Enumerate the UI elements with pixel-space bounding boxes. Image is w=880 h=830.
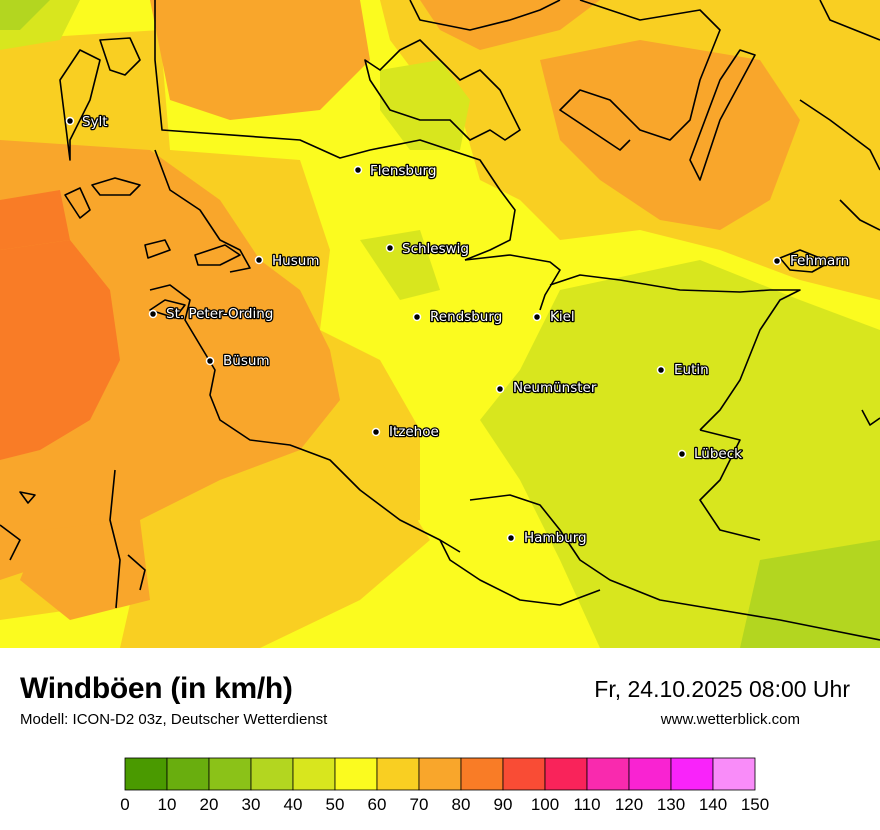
- scale-swatch: [502, 757, 546, 791]
- scale-tick-label: 20: [200, 795, 219, 814]
- city-dot: [353, 165, 363, 175]
- scale-tick-label: 50: [326, 795, 345, 814]
- city-label: Fehmarn: [790, 253, 849, 269]
- scale-swatch: [628, 757, 672, 791]
- city-flensburg[interactable]: Flensburg: [353, 162, 438, 180]
- scale-tick-label: 10: [158, 795, 177, 814]
- city-schleswig[interactable]: Schleswig: [385, 240, 470, 258]
- scale-swatch: [670, 757, 714, 791]
- wind-gust-map[interactable]: Sylt Flensburg Schleswig Husum Fehmarn S…: [0, 0, 880, 648]
- city-eutin[interactable]: Eutin: [656, 361, 710, 379]
- scale-tick-label: 80: [452, 795, 471, 814]
- scale-tick-label: 90: [494, 795, 513, 814]
- scale-tick-label: 40: [284, 795, 303, 814]
- scale-swatch: [334, 757, 378, 791]
- city-dot: [65, 116, 75, 126]
- city-st-peter-ording[interactable]: St. Peter-Ording: [148, 305, 275, 323]
- scale-tick-label: 140: [699, 795, 727, 814]
- city-fehmarn[interactable]: Fehmarn: [772, 252, 850, 270]
- city-neumuenster[interactable]: Neumünster: [495, 379, 598, 397]
- model-source: Modell: ICON-D2 03z, Deutscher Wetterdie…: [20, 711, 328, 728]
- city-label: St. Peter-Ording: [166, 306, 273, 322]
- city-dot: [148, 309, 158, 319]
- map-title: Windböen (in km/h): [20, 672, 293, 705]
- scale-swatch: [292, 757, 336, 791]
- city-label: Sylt: [82, 114, 108, 130]
- city-label: Itzehoe: [389, 424, 439, 440]
- city-label: Neumünster: [513, 380, 597, 396]
- scale-tick-label: 70: [410, 795, 429, 814]
- color-scale-ticks: 0 10 20 30 40 50 60 70 80 90 100 110 120 130 140 150: [120, 795, 769, 814]
- scale-tick-label: 0: [120, 795, 129, 814]
- city-buesum[interactable]: Büsum: [205, 352, 271, 370]
- coastlines: [0, 0, 880, 641]
- city-dot: [205, 356, 215, 366]
- scale-tick-label: 30: [242, 795, 261, 814]
- city-sylt[interactable]: Sylt: [65, 113, 109, 131]
- city-dot: [532, 312, 542, 322]
- scale-swatch: [166, 757, 210, 791]
- city-luebeck[interactable]: Lübeck: [677, 445, 743, 463]
- scale-swatch: [544, 757, 588, 791]
- city-kiel[interactable]: Kiel: [532, 308, 576, 326]
- city-label: Hamburg: [524, 530, 587, 546]
- scale-swatch: [460, 757, 504, 791]
- city-markers: Sylt Flensburg Schleswig Husum Fehmarn S…: [65, 113, 850, 547]
- city-itzehoe[interactable]: Itzehoe: [371, 423, 440, 441]
- city-dot: [656, 365, 666, 375]
- city-label: Lübeck: [694, 446, 742, 462]
- gust-zone-70-80: [0, 0, 800, 620]
- city-label: Husum: [272, 253, 319, 269]
- scale-tick-label: 150: [741, 795, 769, 814]
- website-link[interactable]: www.wetterblick.com: [660, 711, 800, 728]
- city-label: Büsum: [223, 353, 270, 369]
- city-rendsburg[interactable]: Rendsburg: [412, 308, 504, 326]
- scale-tick-label: 110: [573, 795, 600, 814]
- city-dot: [385, 243, 395, 253]
- scale-tick-label: 120: [615, 795, 643, 814]
- city-hamburg[interactable]: Hamburg: [506, 529, 588, 547]
- scale-swatch: [208, 757, 252, 791]
- gust-zone-80-90: [0, 190, 120, 460]
- city-dot: [254, 255, 264, 265]
- scale-swatch: [586, 757, 630, 791]
- scale-tick-label: 130: [657, 795, 685, 814]
- city-dot: [371, 427, 381, 437]
- city-label: Rendsburg: [430, 309, 502, 325]
- city-dot: [677, 449, 687, 459]
- color-scale: 0 10 20 30 40 50 60 70 80 90 100 110 120 130 140 150: [120, 757, 769, 814]
- city-dot: [412, 312, 422, 322]
- scale-swatch: [250, 757, 294, 791]
- map-footer: Windböen (in km/h) Modell: ICON-D2 03z, …: [0, 648, 880, 830]
- color-scale-swatches: [124, 757, 756, 791]
- city-dot: [506, 533, 516, 543]
- scale-swatch: [712, 757, 756, 791]
- city-dot: [772, 256, 782, 266]
- city-label: Schleswig: [402, 241, 469, 257]
- city-label: Flensburg: [370, 163, 436, 179]
- city-dot: [495, 384, 505, 394]
- forecast-datetime: Fr, 24.10.2025 08:00 Uhr: [594, 676, 850, 702]
- gust-zone-30-40: [0, 0, 880, 648]
- city-label: Kiel: [550, 309, 575, 325]
- scale-tick-label: 60: [368, 795, 387, 814]
- scale-swatch: [418, 757, 462, 791]
- scale-swatch: [376, 757, 420, 791]
- city-husum[interactable]: Husum: [254, 252, 321, 270]
- scale-tick-label: 100: [531, 795, 559, 814]
- city-label: Eutin: [674, 362, 709, 378]
- scale-swatch: [124, 757, 168, 791]
